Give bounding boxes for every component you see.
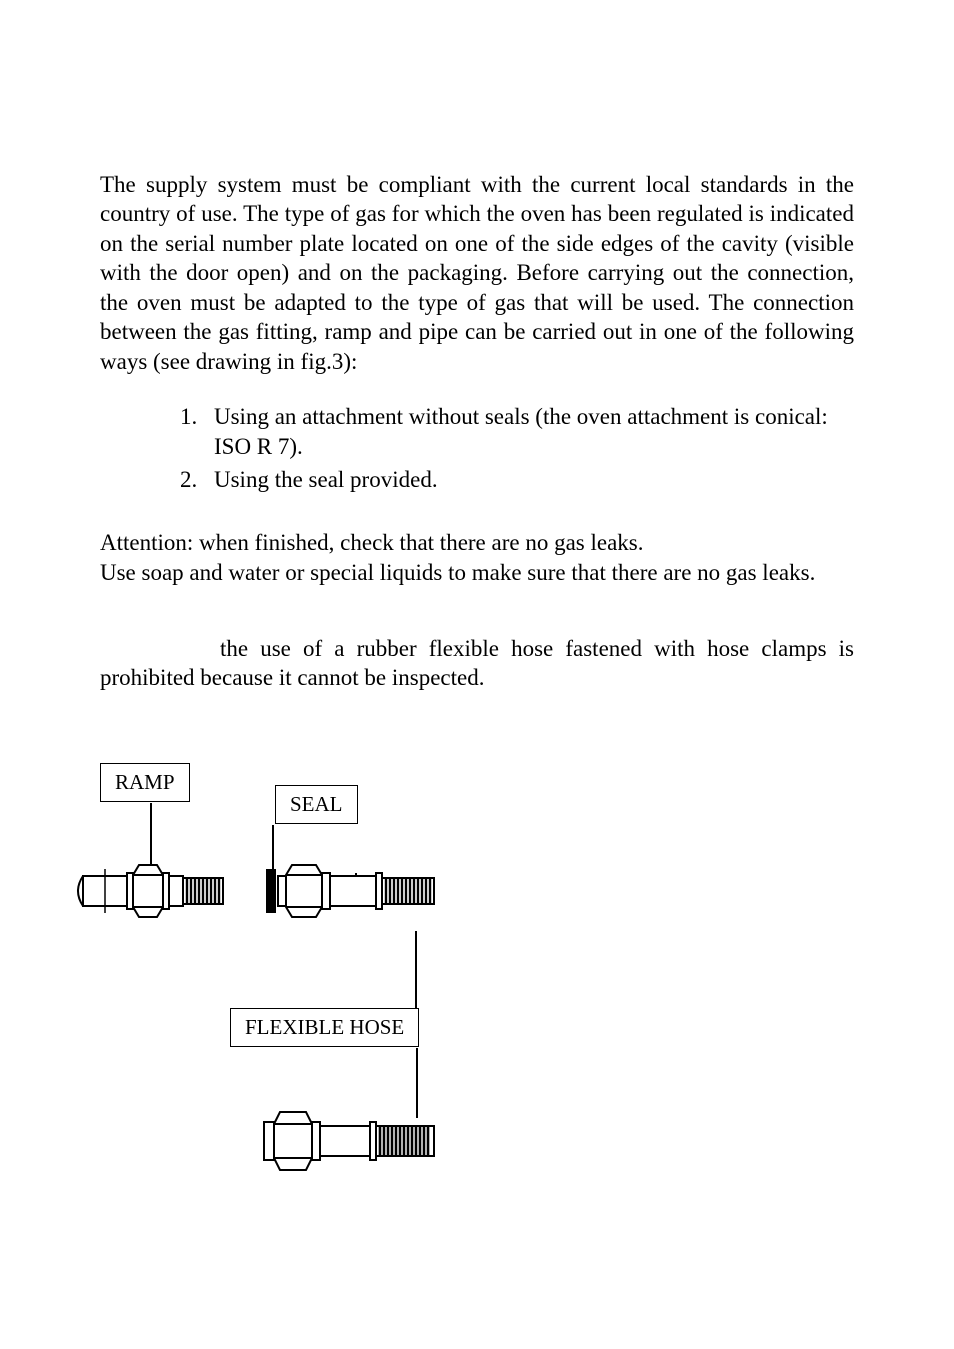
list-item: 1. Using an attachment without seals (th… <box>180 402 854 461</box>
seal-fitting-icon <box>260 851 460 931</box>
seal-label-box: SEAL <box>275 785 358 824</box>
main-paragraph: The supply system must be compliant with… <box>100 170 854 376</box>
list-text: Using an attachment without seals (the o… <box>214 404 828 458</box>
gas-connection-diagram: RAMP SEAL FLEXIBLE HOSE <box>100 763 600 1213</box>
warning-paragraph: the use of a rubber flexible hose fasten… <box>100 635 854 693</box>
list-item: 2. Using the seal provided. <box>180 465 854 494</box>
document-page: The supply system must be compliant with… <box>0 0 954 1293</box>
connection-methods-list: 1. Using an attachment without seals (th… <box>100 402 854 494</box>
attention-block: Attention: when finished, check that the… <box>100 528 854 587</box>
flexible-hose-label-box: FLEXIBLE HOSE <box>230 1008 419 1047</box>
seal-label: SEAL <box>290 792 343 816</box>
list-number: 1. <box>180 402 197 431</box>
ramp-fitting-icon <box>75 851 250 931</box>
flex-upper-leader-line <box>415 931 417 1008</box>
ramp-label: RAMP <box>115 770 175 794</box>
flexible-hose-fitting-icon <box>262 1098 462 1184</box>
list-text: Using the seal provided. <box>214 467 438 492</box>
warning-text: the use of a rubber flexible hose fasten… <box>100 636 854 690</box>
flexible-hose-label: FLEXIBLE HOSE <box>245 1015 404 1039</box>
ramp-label-box: RAMP <box>100 763 190 802</box>
list-number: 2. <box>180 465 197 494</box>
attention-line-1: Attention: when finished, check that the… <box>100 530 644 555</box>
attention-line-2: Use soap and water or special liquids to… <box>100 560 815 585</box>
